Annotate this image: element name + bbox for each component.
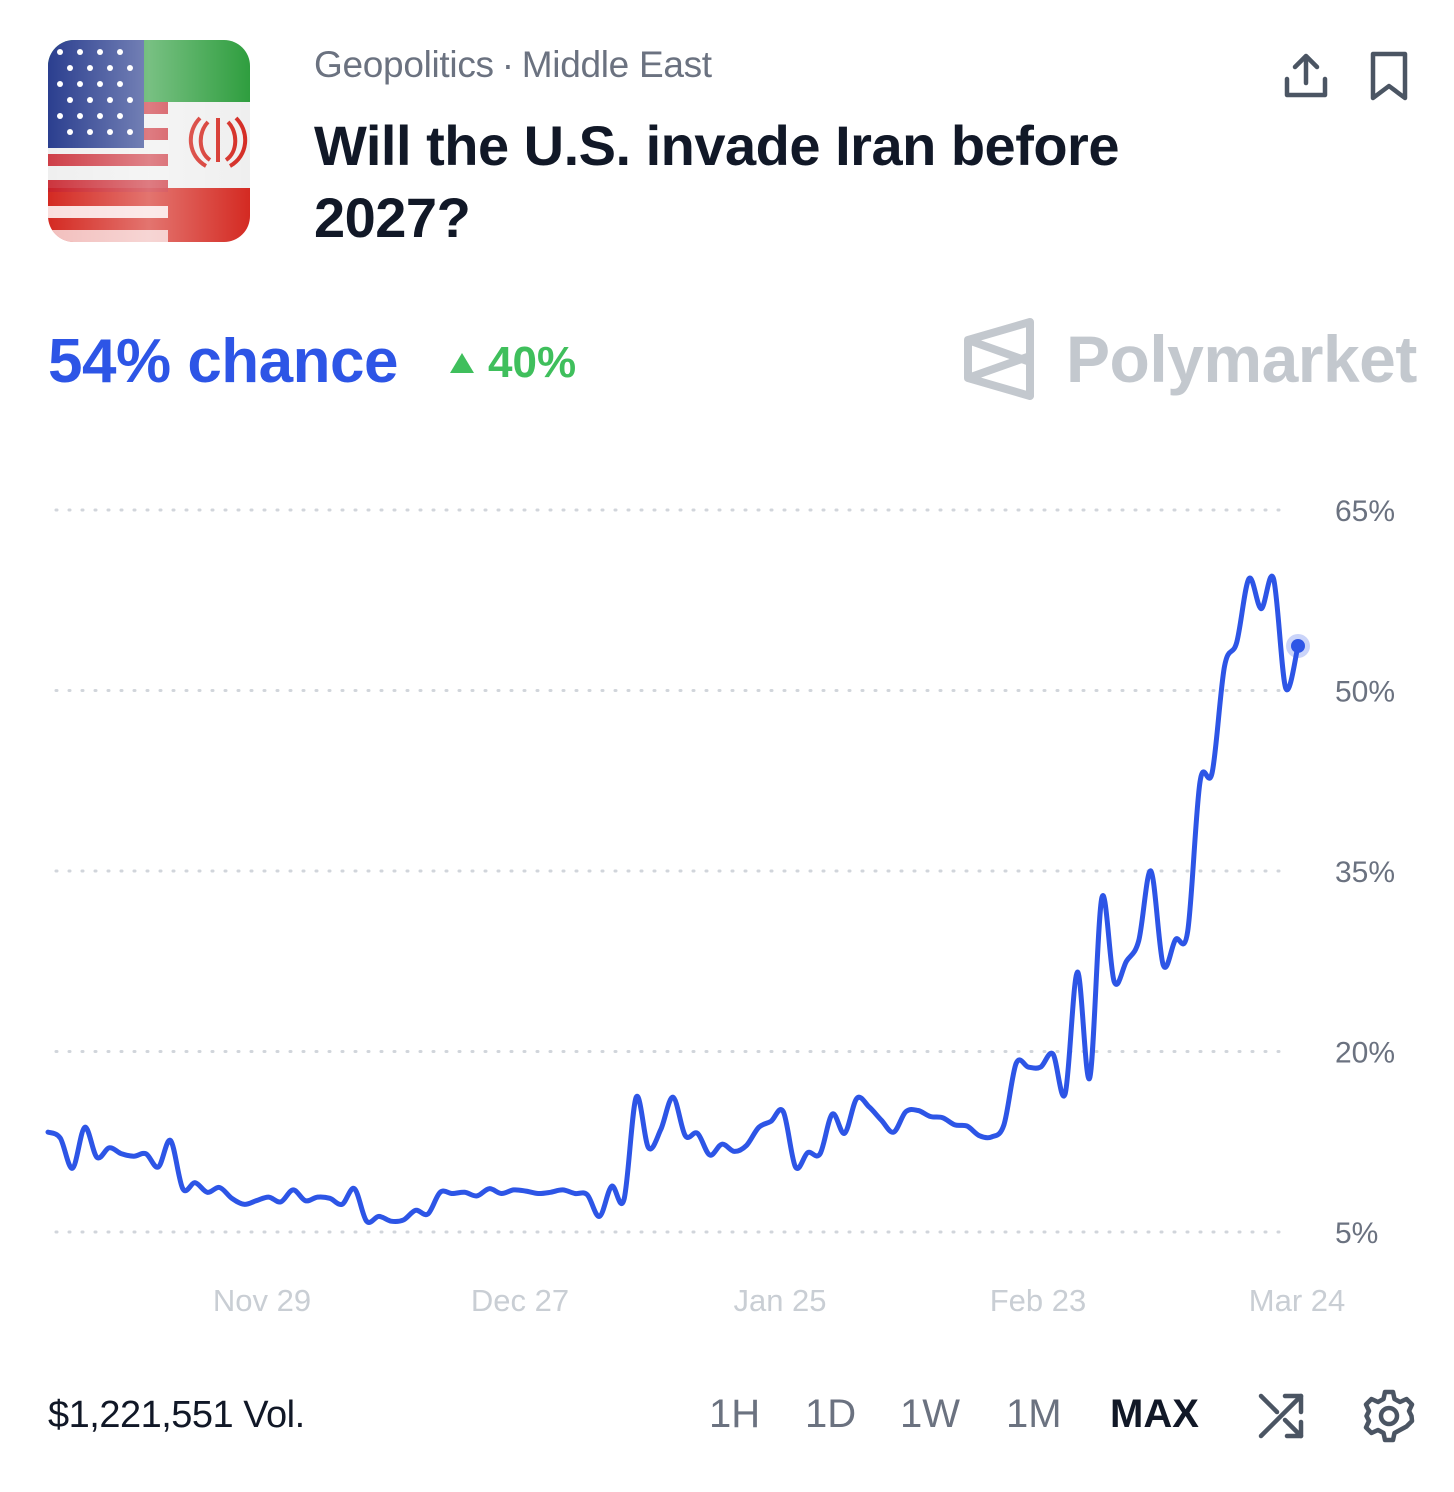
shuffle-button[interactable]: [1251, 1386, 1311, 1446]
y-tick-label: 20%: [1335, 1037, 1395, 1070]
x-tick-label: Mar 24: [1249, 1283, 1345, 1318]
market-thumbnail[interactable]: [48, 40, 250, 242]
price-chart[interactable]: 65% 50% 35% 20% 5% Nov 29 Dec 27 Jan 25 Feb 23 M…: [0, 470, 1454, 1340]
market-title: Will the U.S. invade Iran before 2027?: [314, 114, 1120, 249]
bookmark-button[interactable]: [1361, 48, 1417, 104]
x-axis-ticks: Nov 29 Dec 27 Jan 25 Feb 23 Mar 24: [213, 1283, 1345, 1318]
chance-change-value: 40%: [488, 338, 577, 387]
chance-label: 54% chance: [48, 327, 399, 396]
breadcrumb-subcategory[interactable]: Middle East: [521, 44, 712, 85]
bookmark-icon: [1370, 51, 1408, 101]
y-axis-ticks: 65% 50% 35% 20% 5%: [1335, 495, 1395, 1250]
us-iran-flags-image: [48, 40, 250, 242]
y-tick-label: 5%: [1335, 1217, 1378, 1250]
breadcrumb-category[interactable]: Geopolitics: [314, 44, 494, 85]
chance-change: 40%: [448, 338, 576, 388]
brand-name: Polymarket: [1066, 322, 1417, 396]
range-max[interactable]: MAX: [1110, 1392, 1199, 1436]
shuffle-icon: [1258, 1393, 1304, 1439]
settings-button[interactable]: [1359, 1386, 1419, 1446]
x-tick-label: Jan 25: [733, 1283, 826, 1318]
share-upload-icon: [1284, 53, 1328, 98]
series-line-yes: [45, 573, 1301, 1225]
x-tick-label: Dec 27: [471, 1283, 569, 1318]
y-tick-label: 35%: [1335, 856, 1395, 889]
share-button[interactable]: [1278, 48, 1334, 104]
x-tick-label: Feb 23: [990, 1283, 1087, 1318]
polymarket-logo-icon: [964, 318, 1034, 400]
range-1w[interactable]: 1W: [900, 1392, 960, 1436]
range-1m[interactable]: 1M: [1006, 1392, 1062, 1436]
triangle-up-icon: [450, 353, 474, 373]
current-point[interactable]: [1291, 638, 1305, 653]
y-tick-label: 65%: [1335, 495, 1395, 528]
gear-icon: [1363, 1389, 1415, 1443]
range-1d[interactable]: 1D: [805, 1392, 857, 1436]
brand-watermark: Polymarket: [962, 316, 1417, 402]
volume-label: $1,221,551 Vol.: [48, 1394, 305, 1436]
breadcrumb: Geopolitics · Middle East: [314, 44, 712, 86]
breadcrumb-separator: ·: [501, 44, 514, 85]
chart-grid: [54, 508, 1287, 1234]
range-1h[interactable]: 1H: [709, 1392, 761, 1436]
y-tick-label: 50%: [1335, 676, 1395, 709]
x-tick-label: Nov 29: [213, 1283, 311, 1318]
